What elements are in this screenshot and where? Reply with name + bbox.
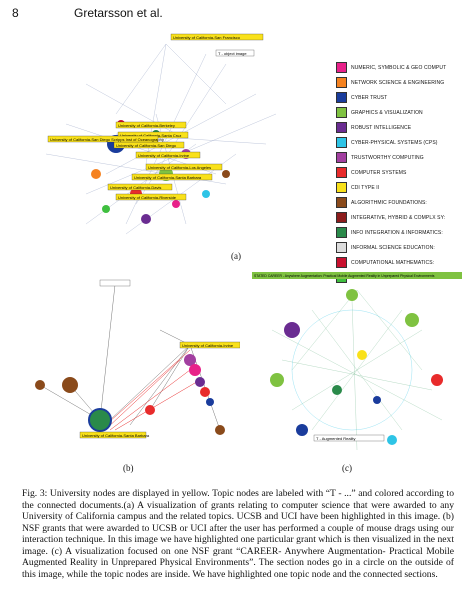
- panel-c-label: (c): [342, 463, 352, 473]
- node-topic-object-image: T - object image: [218, 51, 247, 56]
- legend-swatch: [336, 182, 347, 193]
- grant-title: STATED CAREER - Anywhere Augmentation: P…: [254, 274, 435, 278]
- legend-swatch: [336, 197, 347, 208]
- figure-panel-c: STATED CAREER - Anywhere Augmentation: P…: [252, 270, 462, 473]
- node-ucr: University of California-Riverside: [118, 195, 177, 200]
- topic-node-c: T - Augmented Reality: [316, 436, 356, 441]
- legend-label: COMPUTATIONAL MATHEMATICS:: [351, 259, 435, 266]
- figure-caption: Fig. 3: University nodes are displayed i…: [22, 488, 454, 580]
- legend-label: CYBER-PHYSICAL SYSTEMS (CPS): [351, 139, 438, 146]
- figure-panel-b: University of California-Irvine Universi…: [20, 270, 241, 473]
- legend-label: ROBUST INTELLIGENCE: [351, 124, 412, 131]
- page-number: 8: [12, 6, 19, 20]
- legend-swatch: [336, 92, 347, 103]
- running-authors: Gretarsson et al.: [74, 6, 163, 20]
- legend-label: COMPUTER SYSTEMS: [351, 169, 407, 176]
- legend-label: ALGORITHMIC FOUNDATIONS:: [351, 199, 427, 206]
- legend-row: TRUSTWORTHY COMPUTING: [336, 150, 474, 165]
- legend-swatch: [336, 137, 347, 148]
- node-ucsb: University of California-Santa Barbara: [134, 175, 202, 180]
- legend-label: CDI TYPE II: [351, 184, 380, 191]
- node-uci-b: University of California-Irvine: [182, 343, 234, 348]
- legend-row: INFORMAL SCIENCE EDUCATION:: [336, 240, 474, 255]
- color-legend: NUMERIC, SYMBOLIC & GEO COMPUT NETWORK SC…: [336, 60, 474, 285]
- legend-swatch: [336, 212, 347, 223]
- node-ucb: University of California-Berkeley: [118, 123, 175, 128]
- panel-b-label: (b): [123, 463, 134, 473]
- legend-label: NETWORK SCIENCE & ENGINEERING: [351, 79, 445, 86]
- legend-label: GRAPHICS & VISUALIZATION: [351, 109, 423, 116]
- legend-row: CYBER-PHYSICAL SYSTEMS (CPS): [336, 135, 474, 150]
- graph-a: University of California-San Francisco T…: [45, 33, 277, 235]
- legend-row: NUMERIC, SYMBOLIC & GEO COMPUT: [336, 60, 474, 75]
- legend-label: NUMERIC, SYMBOLIC & GEO COMPUT: [351, 64, 447, 71]
- legend-row: ALGORITHMIC FOUNDATIONS:: [336, 195, 474, 210]
- legend-swatch: [336, 62, 347, 73]
- legend-row: INFO INTEGRATION & INFORMATICS:: [336, 225, 474, 240]
- legend-row: CDI TYPE II: [336, 180, 474, 195]
- graph-b: University of California-Irvine Universi…: [35, 279, 241, 439]
- page-header: 8 Gretarsson et al.: [12, 6, 462, 22]
- node-uci: University of California-Irvine: [138, 153, 190, 158]
- legend-swatch: [336, 77, 347, 88]
- legend-swatch: [336, 257, 347, 268]
- node-ucsd: University of California-San Diego: [116, 143, 177, 148]
- legend-row: COMPUTATIONAL MATHEMATICS:: [336, 255, 474, 270]
- legend-row: INTEGRATIVE, HYBRID & COMPLX SY:: [336, 210, 474, 225]
- legend-label: INFORMAL SCIENCE EDUCATION:: [351, 244, 435, 251]
- legend-swatch: [336, 107, 347, 118]
- legend-row: GRAPHICS & VISUALIZATION: [336, 105, 474, 120]
- legend-swatch: [336, 152, 347, 163]
- legend-swatch: [336, 122, 347, 133]
- legend-label: TRUSTWORTHY COMPUTING: [351, 154, 424, 161]
- legend-row: NETWORK SCIENCE & ENGINEERING: [336, 75, 474, 90]
- legend-label: CYBER TRUST: [351, 94, 388, 101]
- node-ucla: University of California-Los Angeles: [148, 165, 211, 170]
- panel-a-label: (a): [231, 251, 241, 261]
- node-ucsf: University of California-San Francisco: [173, 35, 241, 40]
- node-ucsb-b: University of California-Santa Barbara: [82, 433, 150, 438]
- legend-row: CYBER TRUST: [336, 90, 474, 105]
- legend-swatch: [336, 167, 347, 178]
- legend-row: COMPUTER SYSTEMS: [336, 165, 474, 180]
- figure-panel-a: University of California-San Francisco T…: [26, 24, 446, 283]
- legend-label: INTEGRATIVE, HYBRID & COMPLX SY:: [351, 214, 446, 221]
- node-ucd: University of California-Davis: [110, 185, 161, 190]
- node-ucsc: University of California-Santa Cruz: [120, 133, 181, 138]
- legend-swatch: [336, 227, 347, 238]
- legend-row: ROBUST INTELLIGENCE: [336, 120, 474, 135]
- legend-swatch: [336, 242, 347, 253]
- legend-label: INFO INTEGRATION & INFORMATICS:: [351, 229, 443, 236]
- graph-c: STATED CAREER - Anywhere Augmentation: P…: [252, 272, 462, 451]
- node-scripps: University of California-San Diego Scrip…: [50, 137, 164, 142]
